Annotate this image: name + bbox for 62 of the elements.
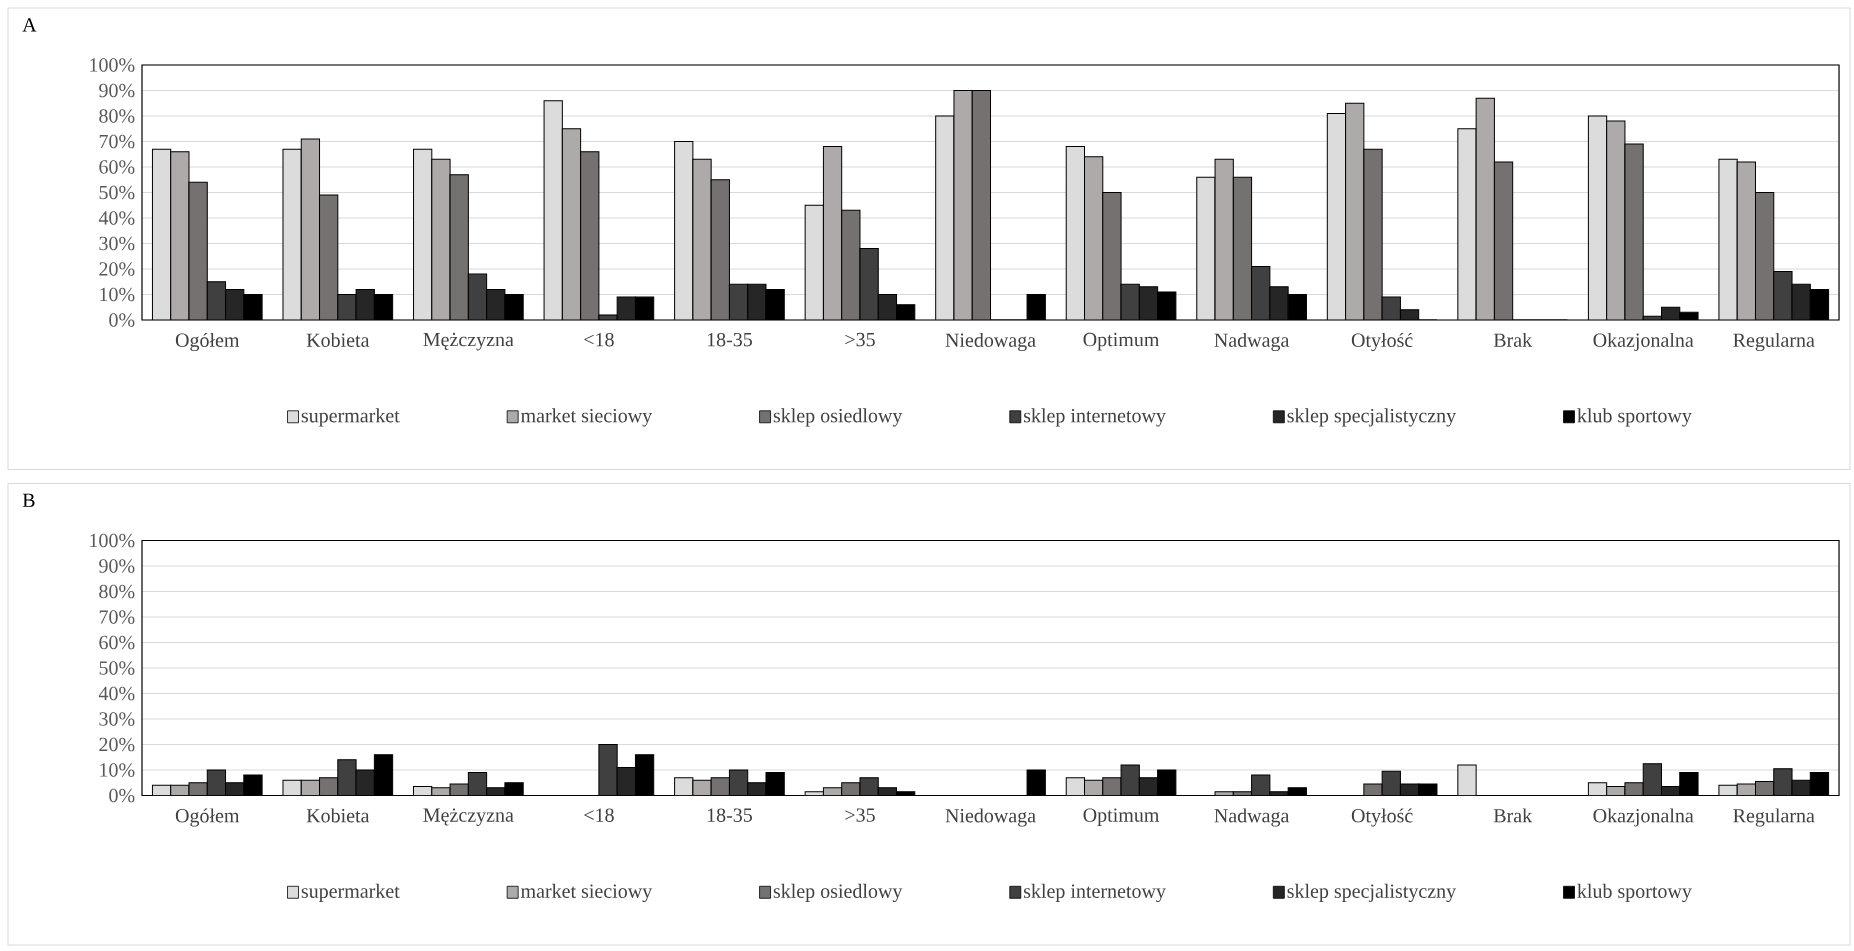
y-tick-label: 80% — [99, 109, 135, 123]
x-tick-label: Okazjonalna — [1593, 808, 1694, 827]
legend-label: sklep internetowy — [1024, 883, 1166, 903]
legend-label: supermarket — [301, 883, 400, 902]
x-tick-label: Otyłość — [1351, 332, 1413, 352]
chart-title: B — [22, 493, 35, 507]
x-tick-label: Mężczyzna — [423, 332, 514, 351]
x-tick-label: Mężczyzna — [423, 808, 514, 826]
y-tick-label: 30% — [99, 236, 135, 251]
y-tick-label: 60% — [99, 635, 135, 650]
x-tick-label: Otyłość — [1351, 808, 1413, 827]
y-tick-label: 60% — [99, 160, 135, 174]
x-tick-label: <18 — [584, 332, 614, 347]
x-tick-label: Kobieta — [306, 332, 370, 347]
x-tick-label: Nadwaga — [1214, 808, 1290, 827]
y-tick-label: 50% — [99, 185, 135, 200]
legend-label: sklep specjalistyczny — [1287, 408, 1457, 427]
x-tick-label: Kobieta — [306, 808, 370, 823]
x-tick-label: Niedowaga — [945, 332, 1036, 352]
y-tick-label: 80% — [99, 584, 135, 599]
x-tick-label: >35 — [845, 808, 875, 822]
x-tick-label: Nadwaga — [1214, 332, 1290, 352]
legend-label: klub sportowy — [1577, 883, 1692, 903]
legend-label: sklep internetowy — [1024, 408, 1166, 427]
x-tick-label: Optimum — [1083, 808, 1160, 826]
x-tick-label: 18-35 — [707, 332, 752, 347]
x-tick-label: <18 — [584, 808, 614, 822]
y-tick-label: 30% — [99, 712, 135, 726]
y-tick-label: 100% — [90, 58, 135, 72]
y-tick-label: 0% — [109, 788, 135, 803]
y-tick-label: 20% — [99, 737, 135, 752]
y-tick-label: 10% — [100, 763, 135, 777]
legend-label: market sieciowy — [520, 408, 653, 427]
legend-label: sklep specjalistyczny — [1287, 883, 1457, 903]
x-tick-label: >35 — [845, 332, 875, 347]
y-tick-label: 40% — [98, 211, 135, 225]
y-tick-label: 40% — [98, 686, 135, 701]
x-tick-label: Okazjonalna — [1593, 332, 1694, 352]
y-tick-label: 70% — [99, 610, 135, 624]
y-tick-label: 70% — [99, 134, 135, 149]
chart-title: A — [22, 18, 37, 32]
x-tick-label: Brak — [1493, 332, 1533, 347]
x-tick-label: Regularna — [1733, 332, 1815, 352]
legend-label: sklep osiedlowy — [773, 408, 903, 427]
x-tick-label: Ogółem — [175, 808, 240, 827]
y-tick-label: 0% — [109, 313, 135, 327]
legend-label: market sieciowy — [520, 883, 653, 903]
legend-label: sklep osiedlowy — [773, 883, 903, 903]
x-tick-label: Brak — [1493, 808, 1533, 823]
x-tick-label: Ogółem — [175, 332, 240, 352]
legend-label: klub sportowy — [1577, 408, 1692, 427]
y-tick-label: 90% — [99, 559, 135, 573]
y-tick-label: 100% — [90, 533, 135, 548]
y-tick-label: 90% — [99, 83, 135, 98]
x-tick-label: Regularna — [1733, 808, 1815, 827]
x-tick-label: 18-35 — [707, 808, 752, 822]
legend-label: supermarket — [301, 408, 400, 427]
y-tick-label: 50% — [99, 661, 135, 675]
y-tick-label: 20% — [99, 262, 135, 276]
x-tick-label: Optimum — [1083, 332, 1160, 351]
y-tick-label: 10% — [100, 287, 135, 302]
x-tick-label: Niedowaga — [945, 808, 1036, 827]
